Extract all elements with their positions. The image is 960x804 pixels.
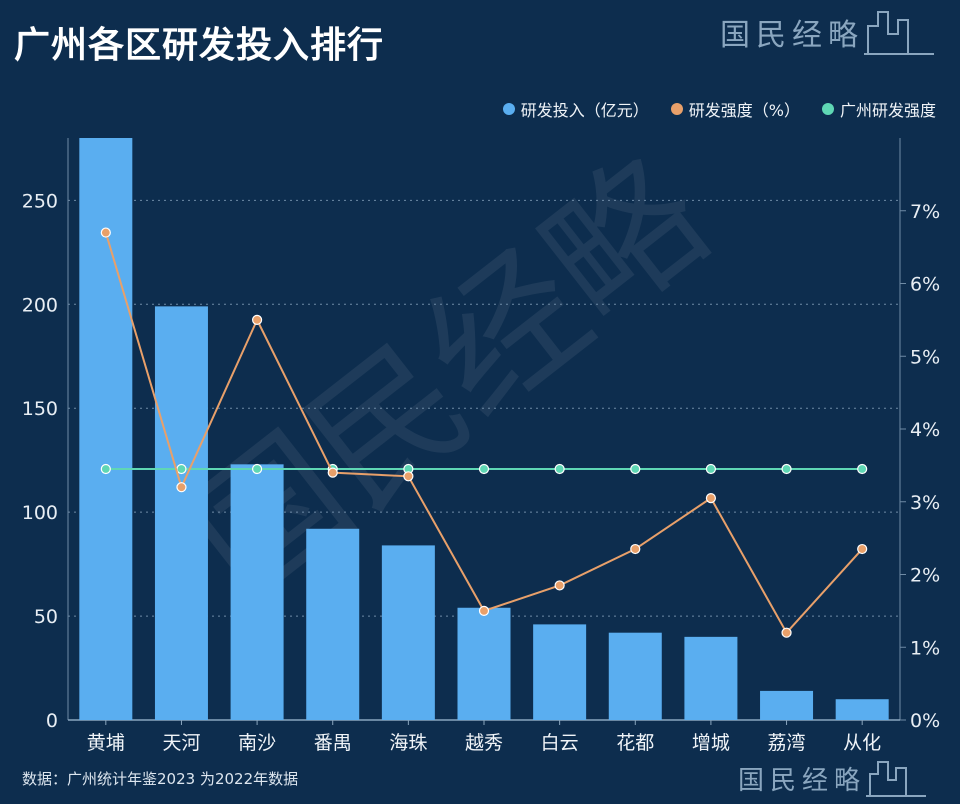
x-tick-label: 南沙 bbox=[238, 732, 276, 754]
bar bbox=[533, 624, 587, 720]
legend-item-city-intensity: 广州研发强度 bbox=[821, 97, 936, 121]
intensity-point bbox=[251, 314, 263, 325]
y-left-tick-label: 250 bbox=[22, 190, 58, 212]
y-right-tick-label: 5% bbox=[910, 346, 940, 368]
x-tick-label: 荔湾 bbox=[768, 732, 806, 754]
bar bbox=[760, 690, 814, 720]
y-right-tick-label: 7% bbox=[910, 201, 940, 223]
x-tick-label: 增城 bbox=[692, 732, 730, 754]
skyline-icon bbox=[866, 761, 927, 797]
x-tick-label: 番禺 bbox=[314, 732, 352, 754]
legend-swatch-city-intensity bbox=[821, 103, 834, 115]
x-tick-label: 天河 bbox=[162, 732, 200, 754]
x-tick-label: 白云 bbox=[541, 732, 579, 754]
y-left-tick-label: 50 bbox=[34, 606, 58, 628]
footer-logo: 国民经略 bbox=[738, 758, 927, 798]
header-logo: 国民经略 bbox=[720, 8, 934, 56]
y-right-tick-label: 4% bbox=[910, 419, 940, 441]
city-intensity-point bbox=[478, 463, 490, 475]
bar bbox=[684, 636, 738, 720]
intensity-point bbox=[403, 471, 414, 482]
y-right-tick-label: 3% bbox=[910, 492, 940, 514]
intensity-point bbox=[478, 605, 490, 616]
city-intensity-point bbox=[630, 463, 641, 475]
city-intensity-point bbox=[251, 463, 263, 475]
y-left-tick-label: 0 bbox=[46, 710, 58, 732]
header-logo-text: 国民经略 bbox=[720, 18, 864, 53]
city-intensity-point bbox=[705, 463, 717, 475]
legend-label-intensity: 研发强度（%） bbox=[688, 101, 800, 120]
bar bbox=[154, 306, 208, 720]
x-tick-label: 从化 bbox=[843, 732, 881, 754]
footer-logo-text: 国民经略 bbox=[738, 765, 867, 796]
y-left-tick-label: 200 bbox=[22, 294, 58, 316]
bar bbox=[608, 632, 662, 720]
city-intensity-point bbox=[781, 463, 792, 475]
legend-label-city-intensity: 广州研发强度 bbox=[839, 101, 936, 120]
legend-item-investment: 研发投入（亿元） bbox=[502, 97, 649, 121]
intensity-point bbox=[327, 467, 338, 478]
legend-swatch-investment bbox=[502, 103, 515, 115]
intensity-point bbox=[630, 543, 641, 555]
intensity-point bbox=[705, 493, 717, 504]
x-tick-label: 花都 bbox=[616, 732, 654, 754]
bar bbox=[79, 138, 133, 720]
y-right-tick-label: 0% bbox=[910, 710, 940, 732]
bar bbox=[306, 528, 360, 720]
y-right-tick-label: 2% bbox=[910, 565, 940, 587]
y-right-tick-label: 1% bbox=[910, 637, 940, 659]
city-intensity-point bbox=[554, 463, 565, 475]
city-intensity-point bbox=[176, 463, 187, 475]
y-right-tick-label: 6% bbox=[910, 274, 940, 296]
legend-label-investment: 研发投入（亿元） bbox=[520, 101, 649, 120]
legend-item-intensity: 研发强度（%） bbox=[670, 97, 800, 121]
city-intensity-point bbox=[100, 463, 111, 475]
intensity-point bbox=[554, 580, 565, 591]
x-tick-label: 黄埔 bbox=[87, 732, 125, 754]
skyline-icon bbox=[864, 11, 934, 55]
source-note: 数据：广州统计年鉴2023 为2022年数据 bbox=[22, 770, 299, 788]
chart-title: 广州各区研发投入排行 bbox=[14, 25, 385, 66]
bar bbox=[230, 464, 284, 720]
intensity-point bbox=[100, 227, 111, 238]
x-tick-label: 海珠 bbox=[389, 732, 427, 754]
city-intensity-point bbox=[857, 463, 868, 475]
intensity-point bbox=[857, 543, 868, 555]
legend-swatch-intensity bbox=[670, 103, 683, 115]
legend: 研发投入（亿元） 研发强度（%） 广州研发强度 bbox=[502, 97, 936, 121]
bar bbox=[381, 545, 435, 720]
bar bbox=[457, 607, 511, 720]
y-left-tick-label: 100 bbox=[22, 502, 58, 524]
x-tick-label: 越秀 bbox=[465, 732, 503, 754]
intensity-point bbox=[176, 482, 187, 493]
y-left-tick-label: 150 bbox=[22, 398, 58, 420]
intensity-point bbox=[781, 627, 792, 638]
bar bbox=[835, 699, 889, 720]
